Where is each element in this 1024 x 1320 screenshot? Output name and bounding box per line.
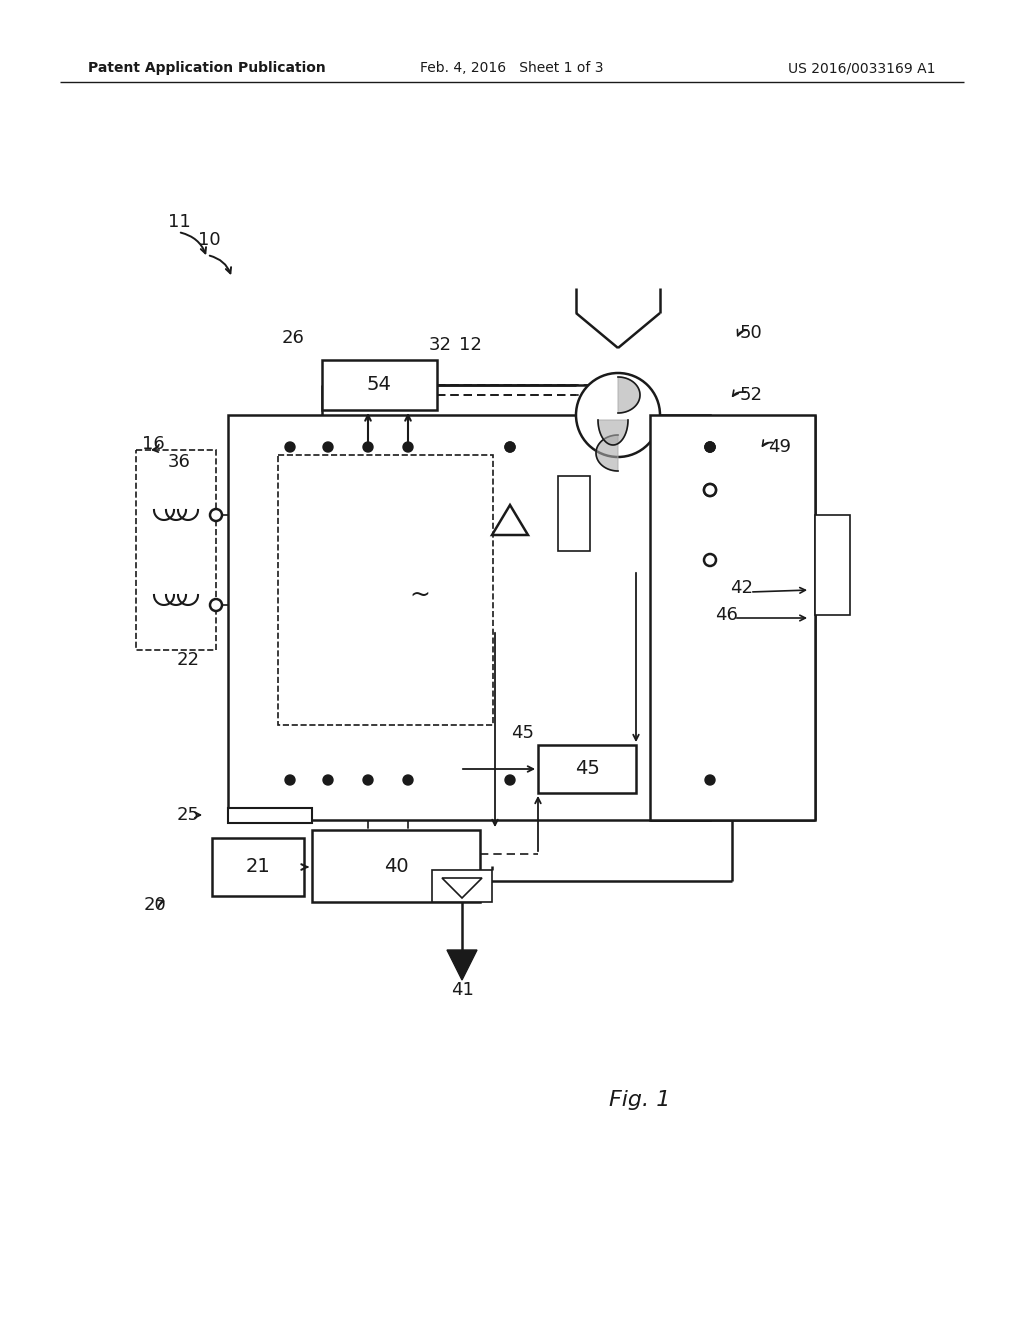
Bar (558, 477, 590, 550)
Text: 41: 41 (451, 981, 473, 999)
Text: 36: 36 (168, 453, 190, 471)
Circle shape (382, 557, 458, 634)
Polygon shape (598, 420, 628, 445)
Circle shape (210, 510, 222, 521)
Circle shape (705, 775, 715, 785)
Text: 46: 46 (715, 606, 738, 624)
Text: 49: 49 (768, 438, 791, 455)
Circle shape (705, 554, 716, 566)
Bar (278, 455, 493, 725)
Text: 25: 25 (177, 807, 200, 824)
Circle shape (505, 442, 515, 451)
Circle shape (285, 775, 295, 785)
Text: Fig. 1: Fig. 1 (609, 1090, 671, 1110)
Text: 21: 21 (246, 858, 270, 876)
Circle shape (403, 442, 413, 451)
Text: 10: 10 (198, 231, 220, 249)
Bar (815, 515, 850, 615)
Bar (312, 830, 480, 902)
Polygon shape (447, 950, 477, 979)
Circle shape (323, 442, 333, 451)
Text: 50: 50 (740, 323, 763, 342)
Text: 45: 45 (574, 759, 599, 779)
Text: 16: 16 (142, 436, 165, 453)
Text: 11: 11 (168, 213, 190, 231)
Circle shape (505, 775, 515, 785)
Circle shape (210, 599, 222, 611)
Circle shape (362, 775, 373, 785)
Text: Patent Application Publication: Patent Application Publication (88, 61, 326, 75)
Bar (432, 870, 492, 902)
Text: US 2016/0033169 A1: US 2016/0033169 A1 (788, 61, 936, 75)
Bar (136, 450, 216, 649)
Text: Feb. 4, 2016   Sheet 1 of 3: Feb. 4, 2016 Sheet 1 of 3 (420, 61, 604, 75)
Text: 42: 42 (730, 579, 753, 597)
Circle shape (705, 442, 715, 451)
Circle shape (323, 775, 333, 785)
Circle shape (285, 442, 295, 451)
Text: 52: 52 (740, 385, 763, 404)
Polygon shape (228, 808, 312, 822)
Bar (228, 414, 710, 820)
Text: 45: 45 (511, 723, 534, 742)
Text: 22: 22 (177, 651, 200, 669)
Circle shape (403, 775, 413, 785)
Text: 26: 26 (282, 329, 305, 347)
Bar (322, 360, 437, 411)
Bar (650, 414, 815, 820)
Bar (212, 838, 304, 896)
Text: 32: 32 (428, 337, 452, 354)
Circle shape (705, 484, 716, 496)
Text: 54: 54 (367, 375, 391, 395)
Polygon shape (618, 378, 640, 413)
Text: 40: 40 (384, 857, 409, 875)
Circle shape (575, 374, 660, 457)
Circle shape (505, 442, 515, 451)
Circle shape (705, 442, 715, 451)
Bar (538, 744, 636, 793)
Circle shape (362, 442, 373, 451)
Circle shape (705, 484, 716, 496)
Text: ~: ~ (410, 583, 430, 607)
Polygon shape (596, 436, 618, 471)
Circle shape (705, 442, 715, 451)
Text: 12: 12 (459, 337, 481, 354)
Text: 20: 20 (143, 896, 166, 913)
